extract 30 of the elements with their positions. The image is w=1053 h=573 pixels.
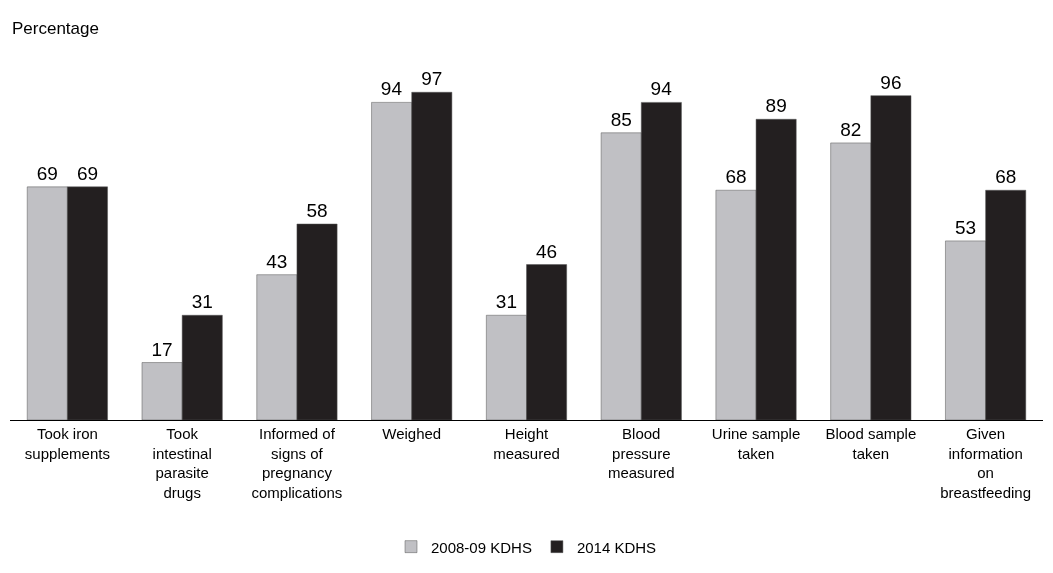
data-label: 69: [76, 162, 99, 184]
data-label: 17: [151, 338, 173, 360]
x-tick-label: Given information on breastfeeding: [940, 425, 1032, 501]
data-label: 43: [266, 250, 288, 272]
x-tick-label: Blood pressure measured: [607, 425, 675, 481]
data-label: 58: [306, 200, 328, 222]
x-tick-label: Height measured: [493, 425, 560, 462]
data-label: 89: [765, 95, 787, 117]
data-label: 85: [610, 108, 632, 130]
x-tick-label: Took intestinal parasite drugs: [152, 425, 212, 501]
data-label: 96: [880, 71, 902, 93]
y-axis-title: Percentage: [12, 19, 99, 38]
data-label: 94: [650, 78, 673, 100]
data-label: 94: [380, 78, 403, 100]
data-label: 46: [536, 240, 558, 262]
x-tick-label: Blood sample taken: [825, 425, 917, 462]
x-tick-label: Informed of signs of pregnancy complications: [251, 425, 343, 501]
data-label: 68: [995, 166, 1017, 188]
data-label: 53: [954, 216, 977, 238]
legend-label: 2008-09 KDHS: [431, 538, 532, 556]
data-label: 31: [191, 291, 213, 313]
data-label: 68: [725, 166, 747, 188]
data-label: 69: [36, 162, 58, 184]
x-tick-label: Urine sample taken: [711, 425, 801, 462]
data-label: 31: [495, 291, 517, 313]
x-tick-label: Weighed: [382, 425, 442, 442]
legend-label: 2014 KDHS: [576, 538, 657, 556]
x-tick-label: Took iron supplements: [24, 425, 110, 462]
data-label: 82: [840, 118, 862, 140]
data-label: 97: [421, 68, 443, 90]
